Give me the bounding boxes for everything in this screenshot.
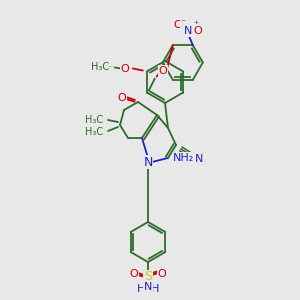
Text: N: N xyxy=(144,282,152,292)
Text: H: H xyxy=(137,284,145,294)
Text: ⁺: ⁺ xyxy=(193,20,198,30)
Text: O: O xyxy=(194,26,202,36)
Text: S: S xyxy=(144,271,152,284)
Text: ⁻: ⁻ xyxy=(180,18,185,28)
Text: N: N xyxy=(195,154,203,164)
Text: O: O xyxy=(173,20,182,30)
Text: N: N xyxy=(184,26,192,36)
Text: O: O xyxy=(120,64,129,74)
Text: O: O xyxy=(130,269,138,279)
Text: H₃C: H₃C xyxy=(91,62,109,73)
Text: H₃C: H₃C xyxy=(85,127,103,137)
Text: O: O xyxy=(158,65,167,76)
Text: O: O xyxy=(118,93,126,103)
Text: H₃C: H₃C xyxy=(85,115,103,125)
Text: O: O xyxy=(158,269,166,279)
Text: H: H xyxy=(151,284,159,294)
Text: N: N xyxy=(143,155,153,169)
Text: methoxy: methoxy xyxy=(109,66,115,67)
Text: NH₂: NH₂ xyxy=(173,153,195,163)
